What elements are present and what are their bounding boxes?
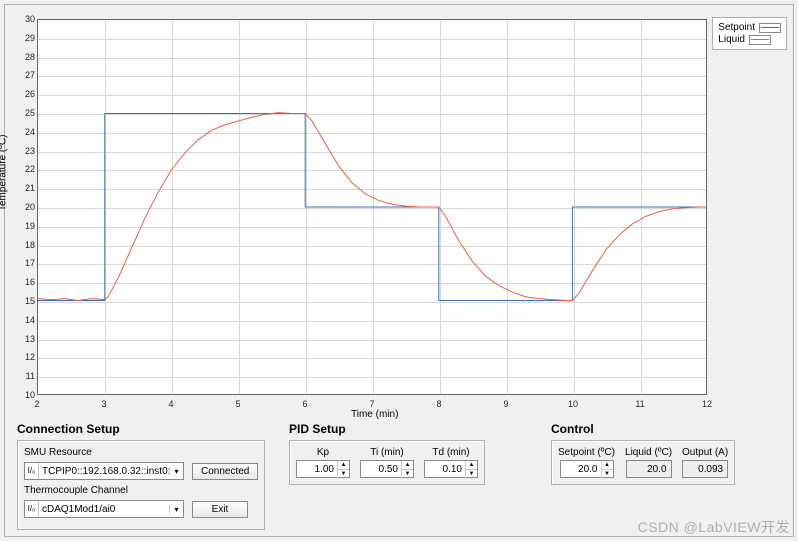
chart-area: 1011121314151617181920212223242526272829…: [11, 11, 789, 416]
setpoint-input[interactable]: 20.0 ▲▼: [560, 460, 614, 478]
legend-label: Liquid: [718, 34, 745, 45]
plot-area: [37, 19, 707, 395]
y-axis-label: Temperature (ºC): [0, 135, 9, 211]
y-tick: 24: [13, 127, 35, 137]
y-tick: 12: [13, 352, 35, 362]
connected-button[interactable]: Connected: [192, 463, 258, 480]
y-tick: 25: [13, 108, 35, 118]
control-title: Control: [551, 422, 781, 436]
spin-up-icon[interactable]: ▲: [402, 461, 413, 470]
x-tick: 4: [168, 399, 173, 409]
td-label: Td (min): [432, 447, 469, 458]
y-tick: 11: [13, 371, 35, 381]
smu-resource-select[interactable]: I/₀ TCPIP0::192.168.0.32::inst0:: ▾: [24, 462, 184, 480]
spin-down-icon[interactable]: ▼: [338, 470, 349, 478]
y-tick: 10: [13, 390, 35, 400]
x-tick: 7: [369, 399, 374, 409]
tc-label: Thermocouple Channel: [24, 485, 184, 496]
output-label: Output (A): [682, 447, 728, 458]
y-tick: 16: [13, 277, 35, 287]
y-tick: 23: [13, 146, 35, 156]
x-tick: 2: [34, 399, 39, 409]
y-tick: 20: [13, 202, 35, 212]
td-input[interactable]: 0.10 ▲▼: [424, 460, 478, 478]
connection-section: Connection Setup SMU Resource I/₀ TCPIP0…: [17, 422, 277, 530]
connection-title: Connection Setup: [17, 422, 277, 436]
y-tick: 28: [13, 52, 35, 62]
spin-down-icon[interactable]: ▼: [602, 470, 613, 478]
liquid-curve: [38, 113, 706, 301]
liquid-label: Liquid (ºC): [625, 447, 672, 458]
setpoint-curve: [38, 114, 706, 301]
legend-item-liquid: Liquid: [718, 34, 781, 45]
y-tick: 17: [13, 258, 35, 268]
x-tick: 8: [436, 399, 441, 409]
legend-item-setpoint: Setpoint: [718, 22, 781, 33]
setpoint-label: Setpoint (ºC): [558, 447, 615, 458]
tc-value: cDAQ1Mod1/ai0: [39, 504, 169, 515]
control-section: Control Setpoint (ºC) 20.0 ▲▼ Liquid (ºC…: [551, 422, 781, 530]
controls-row: Connection Setup SMU Resource I/₀ TCPIP0…: [11, 422, 787, 530]
x-tick: 5: [235, 399, 240, 409]
watermark: CSDN @LabVIEW开发: [638, 517, 790, 537]
spin-up-icon[interactable]: ▲: [602, 461, 613, 470]
ti-label: Ti (min): [370, 447, 404, 458]
exit-button[interactable]: Exit: [192, 501, 248, 518]
y-tick: 15: [13, 296, 35, 306]
spin-up-icon[interactable]: ▲: [466, 461, 477, 470]
legend-label: Setpoint: [718, 22, 755, 33]
spin-down-icon[interactable]: ▼: [466, 470, 477, 478]
pid-section: PID Setup Kp 1.00 ▲▼ Ti (min) 0.50: [289, 422, 509, 530]
x-tick: 9: [503, 399, 508, 409]
spin-down-icon[interactable]: ▼: [402, 470, 413, 478]
ti-input[interactable]: 0.50 ▲▼: [360, 460, 414, 478]
y-tick: 27: [13, 70, 35, 80]
x-tick: 10: [568, 399, 578, 409]
chevron-down-icon: ▾: [169, 505, 183, 514]
output-readout: 0.093: [682, 460, 728, 478]
pid-title: PID Setup: [289, 422, 509, 436]
thermocouple-channel-select[interactable]: I/₀ cDAQ1Mod1/ai0 ▾: [24, 500, 184, 518]
y-tick: 26: [13, 89, 35, 99]
liquid-readout: 20.0: [626, 460, 672, 478]
x-axis-label: Time (min): [351, 409, 398, 420]
x-tick: 6: [302, 399, 307, 409]
smu-label: SMU Resource: [24, 447, 184, 458]
y-tick: 30: [13, 14, 35, 24]
kp-label: Kp: [317, 447, 329, 458]
spin-up-icon[interactable]: ▲: [338, 461, 349, 470]
io-icon: I/₀: [25, 463, 39, 479]
chart-legend: Setpoint Liquid: [712, 17, 787, 50]
chevron-down-icon: ▾: [169, 467, 183, 476]
x-tick: 11: [635, 399, 644, 409]
y-tick: 21: [13, 183, 35, 193]
y-tick: 13: [13, 334, 35, 344]
x-tick: 3: [101, 399, 106, 409]
y-tick: 29: [13, 33, 35, 43]
y-tick: 22: [13, 164, 35, 174]
y-tick: 18: [13, 240, 35, 250]
smu-value: TCPIP0::192.168.0.32::inst0::: [39, 466, 169, 477]
y-tick: 14: [13, 315, 35, 325]
io-icon: I/₀: [25, 501, 39, 517]
x-tick: 12: [702, 399, 712, 409]
y-tick: 19: [13, 221, 35, 231]
main-panel: 1011121314151617181920212223242526272829…: [4, 4, 794, 537]
kp-input[interactable]: 1.00 ▲▼: [296, 460, 350, 478]
